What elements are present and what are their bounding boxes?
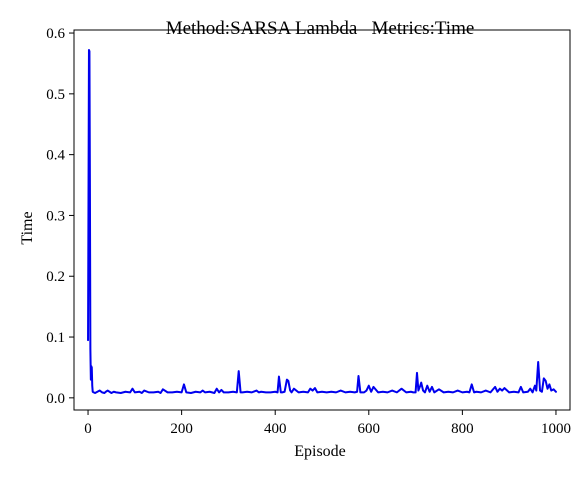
y-tick-label: 0.0 [46, 391, 65, 407]
x-tick-label: 1000 [541, 421, 571, 437]
y-tick-label: 0.1 [46, 330, 65, 346]
y-tick-label: 0.3 [46, 208, 65, 224]
series-line-time [87, 49, 557, 394]
x-tick-label: 400 [264, 421, 287, 437]
y-tick-label: 0.4 [46, 148, 65, 164]
x-tick-label: 800 [451, 421, 474, 437]
x-axis-label: Episode [294, 443, 346, 460]
x-tick-label: 600 [358, 421, 381, 437]
chart-title: Method:SARSA Lambda Metrics:Time [166, 18, 475, 39]
x-tick-label: 0 [84, 421, 92, 437]
y-tick-label: 0.6 [46, 26, 65, 42]
y-tick-label: 0.5 [46, 87, 65, 103]
plot-area-frame [73, 29, 571, 411]
y-axis: 0.0 0.1 0.2 0.3 0.4 0.5 0.6 [46, 26, 74, 407]
x-tick-label: 200 [170, 421, 193, 437]
x-axis: 0 200 400 600 800 1000 [84, 410, 571, 437]
y-axis-label: Time [19, 211, 36, 244]
y-tick-label: 0.2 [46, 269, 65, 285]
